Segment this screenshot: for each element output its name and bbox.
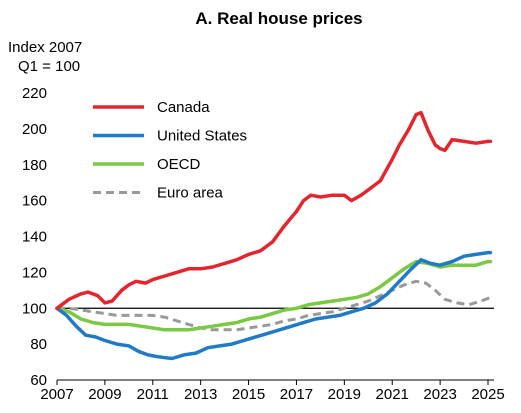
- y-tick-label: 200: [22, 121, 47, 138]
- y-tick-label: 220: [22, 85, 47, 102]
- x-tick-label: 2011: [137, 386, 169, 403]
- legend-label: United States: [157, 128, 247, 145]
- x-axis: 2007 2009 2011 2013 2015 2017 2019 2021 2023 2025: [40, 379, 505, 403]
- x-tick-label: 2023: [423, 386, 456, 403]
- y-tick-label: 60: [30, 372, 47, 389]
- series-line-euro-area: [57, 279, 491, 332]
- chart-title: A. Real house prices: [195, 9, 362, 28]
- legend: Canada United States OECD Euro area: [93, 99, 247, 202]
- y-tick-label: 120: [22, 264, 47, 281]
- y-tick-label: 180: [22, 157, 47, 174]
- y-tick-label: 80: [30, 336, 47, 353]
- plot-area: [55, 110, 494, 361]
- x-tick-label: 2009: [88, 386, 121, 403]
- legend-label: OECD: [157, 156, 201, 173]
- legend-label: Euro area: [157, 185, 224, 202]
- x-tick-label: 2013: [184, 386, 217, 403]
- series-line-canada: [55, 110, 493, 311]
- x-tick-label: 2007: [40, 386, 73, 403]
- y-tick-label: 140: [22, 229, 47, 246]
- y-tick-label: 100: [22, 300, 47, 317]
- y-tick-label: 160: [22, 193, 47, 210]
- x-tick-label: 2017: [280, 386, 313, 403]
- x-tick-label: 2021: [376, 386, 409, 403]
- x-tick-label: 2025: [471, 386, 504, 403]
- x-tick-label: 2015: [232, 386, 265, 403]
- series-line-united-states: [55, 250, 493, 361]
- y-axis: 60 80 100 120 140 160 180 200 220: [22, 85, 47, 389]
- series-line-oecd: [55, 259, 493, 332]
- y-axis-unit-line1: Index 2007: [8, 39, 82, 56]
- y-axis-unit-line2: Q1 = 100: [18, 58, 80, 75]
- legend-label: Canada: [157, 99, 210, 116]
- x-tick-label: 2019: [328, 386, 361, 403]
